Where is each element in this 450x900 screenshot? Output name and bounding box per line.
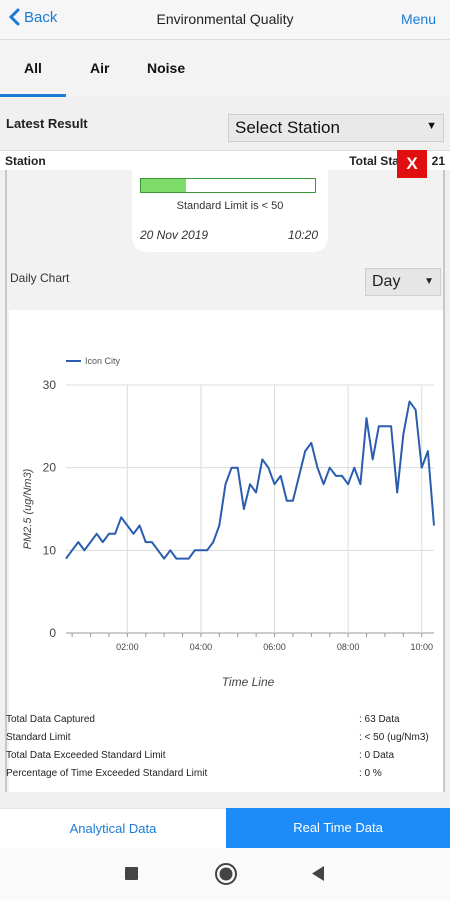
series-line-icon-city (65, 400, 435, 560)
app-bar: Back Environmental Quality Menu (0, 0, 450, 40)
x-tick-label: 02:00 (116, 642, 139, 652)
reading-date: 20 Nov 2019 (140, 228, 209, 242)
stats-row: Percentage of Time Exceeded Standard Lim… (6, 768, 442, 786)
stat-value: : 0 Data (359, 750, 395, 761)
circle-icon[interactable] (214, 862, 238, 886)
stat-label: Standard Limit (6, 732, 71, 743)
menu-button[interactable]: Menu (400, 11, 436, 27)
y-tick-label: 30 (43, 378, 57, 392)
latest-result-label: Latest Result (6, 116, 88, 131)
period-select-value: Day (372, 273, 401, 290)
x-axis-label: Time Line (222, 675, 275, 689)
dropdown-arrow-icon: ▼ (424, 276, 434, 287)
active-tab-indicator (0, 94, 66, 97)
stat-label: Percentage of Time Exceeded Standard Lim… (6, 768, 208, 779)
bottom-button-bar: Analytical Data Real Time Data (0, 808, 450, 848)
x-tick-label: 08:00 (337, 642, 360, 652)
real-time-data-button[interactable]: Real Time Data (226, 808, 450, 848)
station-select[interactable]: Select Station ▼ (228, 114, 444, 142)
tab-bar: All Air Noise (0, 40, 450, 97)
stats-row: Total Data Captured : 63 Data (6, 714, 442, 732)
tab-all[interactable]: All (24, 60, 42, 76)
back-button[interactable]: Back (8, 8, 57, 26)
daily-chart-label: Daily Chart (10, 271, 70, 285)
stats-table: Total Data Captured : 63 Data Standard Li… (6, 714, 442, 786)
period-select[interactable]: Day ▼ (365, 268, 441, 296)
square-icon[interactable] (124, 866, 139, 881)
level-bar (140, 178, 316, 193)
system-nav-bar (0, 848, 450, 900)
close-chart-button[interactable]: X (397, 150, 427, 178)
dropdown-arrow-icon: ▼ (426, 120, 437, 132)
triangle-back-icon[interactable] (310, 865, 326, 882)
legend-label: Icon City (85, 356, 121, 366)
station-panel: Standard Limit is < 50 20 Nov 2019 10:20… (5, 170, 445, 792)
y-tick-label: 20 (43, 461, 57, 475)
x-tick-label: 06:00 (263, 642, 286, 652)
back-label: Back (24, 8, 58, 26)
standard-limit-text: Standard Limit is < 50 (176, 200, 284, 212)
reading-time: 10:20 (287, 228, 318, 242)
stat-value: : 63 Data (359, 714, 400, 725)
stats-row: Standard Limit : < 50 (ug/Nm3) (6, 732, 442, 750)
station-select-value: Select Station (235, 118, 340, 137)
stat-label: Total Data Captured (6, 714, 95, 725)
chart-container: 0 10 20 30 02:00 04:00 06:00 08:00 10:00 Icon Cit… (9, 310, 443, 792)
station-label: Station (5, 154, 46, 168)
level-bar-fill (141, 179, 187, 192)
chevron-left-icon (8, 8, 20, 26)
stat-value: : < 50 (ug/Nm3) (359, 732, 429, 743)
y-axis-label: PM2.5 (ug/Nm3) (22, 468, 34, 549)
tab-air[interactable]: Air (90, 60, 110, 76)
page-title: Environmental Quality (156, 11, 294, 27)
x-tick-label: 04:00 (190, 642, 213, 652)
analytical-data-button[interactable]: Analytical Data (0, 808, 226, 848)
line-chart: 0 10 20 30 02:00 04:00 06:00 08:00 10:00 Icon Cit… (22, 356, 435, 689)
station-bar: Station Total Station : 21 (0, 150, 450, 170)
y-tick-label: 10 (43, 543, 57, 557)
stat-label: Total Data Exceeded Standard Limit (6, 750, 166, 761)
y-tick-label: 0 (49, 626, 56, 640)
latest-reading-card: Standard Limit is < 50 20 Nov 2019 10:20 (132, 170, 328, 252)
x-tick-label: 10:00 (410, 642, 433, 652)
stat-value: : 0 % (359, 768, 382, 779)
stats-row: Total Data Exceeded Standard Limit : 0 Da… (6, 750, 442, 768)
tab-noise[interactable]: Noise (147, 60, 186, 76)
